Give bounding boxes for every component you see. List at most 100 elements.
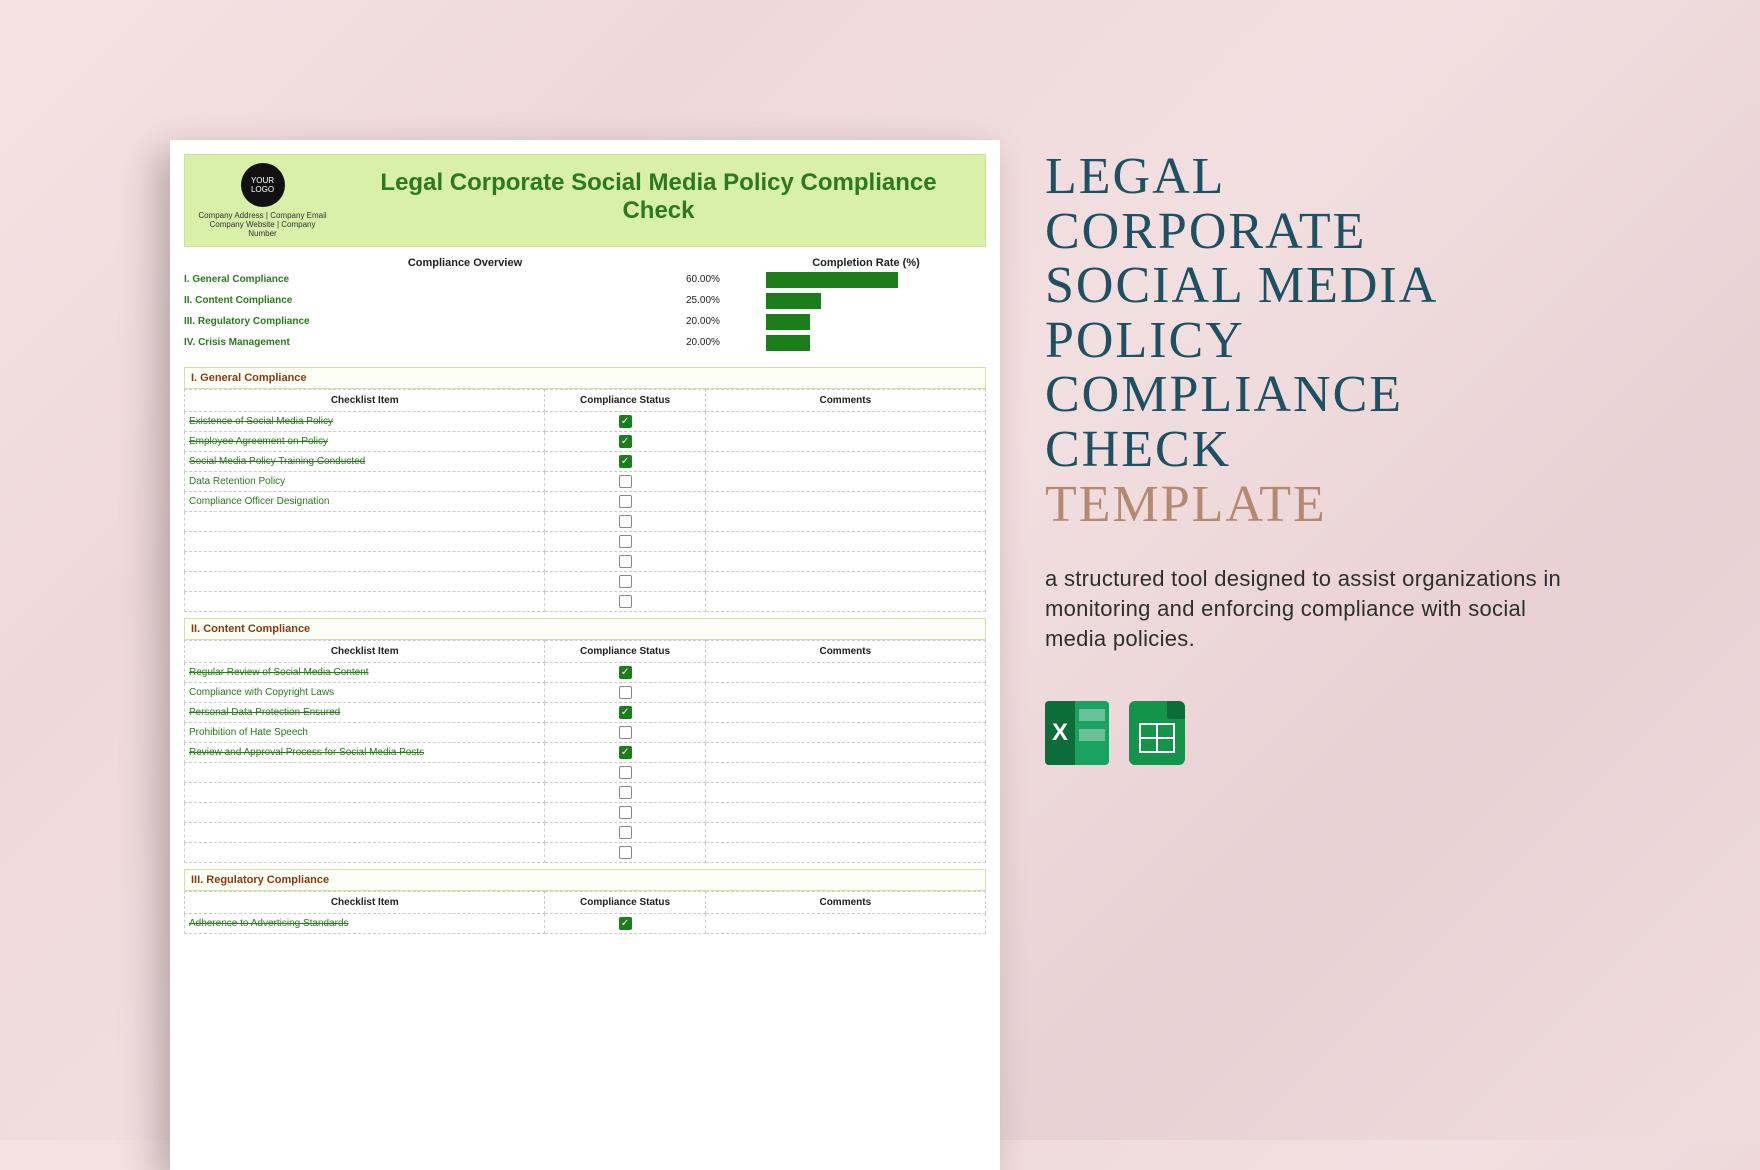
column-header: Comments [705,892,985,914]
side-title-line: COMPLIANCE [1045,368,1575,423]
checkbox-icon[interactable] [619,666,632,679]
checkbox-icon[interactable] [619,686,632,699]
checklist-item: Regular Review of Social Media Content [185,663,545,683]
column-header: Compliance Status [545,390,705,412]
checklist-item: Employee Agreement on Policy [185,432,545,452]
checkbox-icon[interactable] [619,746,632,759]
column-header: Checklist Item [185,390,545,412]
checklist-item: Review and Approval Process for Social M… [185,743,545,763]
checkbox-icon[interactable] [619,726,632,739]
table-row: Data Retention Policy [185,472,986,492]
side-description: a structured tool designed to assist org… [1045,564,1575,653]
table-row: Employee Agreement on Policy [185,432,986,452]
side-title-accent: TEMPLATE [1045,478,1575,533]
checklist-item: Adherence to Advertising Standards [185,914,545,934]
checklist-item [185,512,545,532]
table-row: Review and Approval Process for Social M… [185,743,986,763]
checklist-item: Existence of Social Media Policy [185,412,545,432]
compliance-status-cell [545,512,705,532]
table-row: Social Media Policy Training Conducted [185,452,986,472]
checklist-table: Checklist ItemCompliance StatusCommentsR… [184,640,986,863]
overview-percent: 60.00% [686,274,766,285]
column-header: Comments [705,641,985,663]
compliance-status-cell [545,743,705,763]
comments-cell [705,432,985,452]
compliance-status-cell [545,552,705,572]
company-line-2: Company Website | Company Number [195,220,330,238]
table-row [185,512,986,532]
document-header: YOUR LOGO Company Address | Company Emai… [184,154,986,247]
comments-cell [705,512,985,532]
side-title-line: SOCIAL MEDIA [1045,259,1575,314]
checkbox-icon[interactable] [619,495,632,508]
file-format-icons: X [1045,701,1575,765]
comments-cell [705,723,985,743]
compliance-status-cell [545,763,705,783]
column-header: Compliance Status [545,641,705,663]
comments-cell [705,783,985,803]
side-title-line: LEGAL [1045,150,1575,205]
checkbox-icon[interactable] [619,435,632,448]
side-title-line: POLICY [1045,314,1575,369]
checklist-item [185,552,545,572]
completion-bar [766,335,986,351]
checkbox-icon[interactable] [619,455,632,468]
comments-cell [705,803,985,823]
overview-row: I. General Compliance60.00% [184,269,986,290]
comments-cell [705,552,985,572]
checkbox-icon[interactable] [619,766,632,779]
compliance-status-cell [545,532,705,552]
table-row: Adherence to Advertising Standards [185,914,986,934]
checkbox-icon[interactable] [619,575,632,588]
compliance-overview: Compliance Overview Completion Rate (%) … [184,253,986,361]
checkbox-icon[interactable] [619,475,632,488]
table-row: Prohibition of Hate Speech [185,723,986,743]
compliance-status-cell [545,723,705,743]
checklist-item [185,783,545,803]
checklist-item: Compliance with Copyright Laws [185,683,545,703]
checklist-item: Social Media Policy Training Conducted [185,452,545,472]
checkbox-icon[interactable] [619,806,632,819]
checkbox-icon[interactable] [619,846,632,859]
compliance-status-cell [545,683,705,703]
checkbox-icon[interactable] [619,917,632,930]
overview-label: II. Content Compliance [184,295,686,306]
checkbox-icon[interactable] [619,595,632,608]
checkbox-icon[interactable] [619,706,632,719]
checklist-item: Data Retention Policy [185,472,545,492]
comments-cell [705,572,985,592]
comments-cell [705,843,985,863]
compliance-status-cell [545,432,705,452]
compliance-status-cell [545,843,705,863]
logo-block: YOUR LOGO Company Address | Company Emai… [195,163,330,238]
comments-cell [705,472,985,492]
comments-cell [705,823,985,843]
checkbox-icon[interactable] [619,826,632,839]
table-row [185,572,986,592]
excel-icon: X [1045,701,1109,765]
table-row [185,783,986,803]
checklist-item [185,592,545,612]
checkbox-icon[interactable] [619,415,632,428]
checkbox-icon[interactable] [619,535,632,548]
compliance-status-cell [545,703,705,723]
side-title-line: CORPORATE [1045,205,1575,260]
comments-cell [705,763,985,783]
compliance-status-cell [545,663,705,683]
table-row [185,552,986,572]
checkbox-icon[interactable] [619,515,632,528]
comments-cell [705,412,985,432]
table-row: Personal Data Protection Ensured [185,703,986,723]
checklist-item: Prohibition of Hate Speech [185,723,545,743]
overview-percent: 20.00% [686,337,766,348]
table-row [185,803,986,823]
checkbox-icon[interactable] [619,555,632,568]
table-row [185,843,986,863]
table-row [185,532,986,552]
section-title: III. Regulatory Compliance [184,869,986,891]
checkbox-icon[interactable] [619,786,632,799]
document-title: Legal Corporate Social Media Policy Comp… [342,163,975,231]
compliance-status-cell [545,412,705,432]
table-row: Compliance with Copyright Laws [185,683,986,703]
table-row [185,823,986,843]
